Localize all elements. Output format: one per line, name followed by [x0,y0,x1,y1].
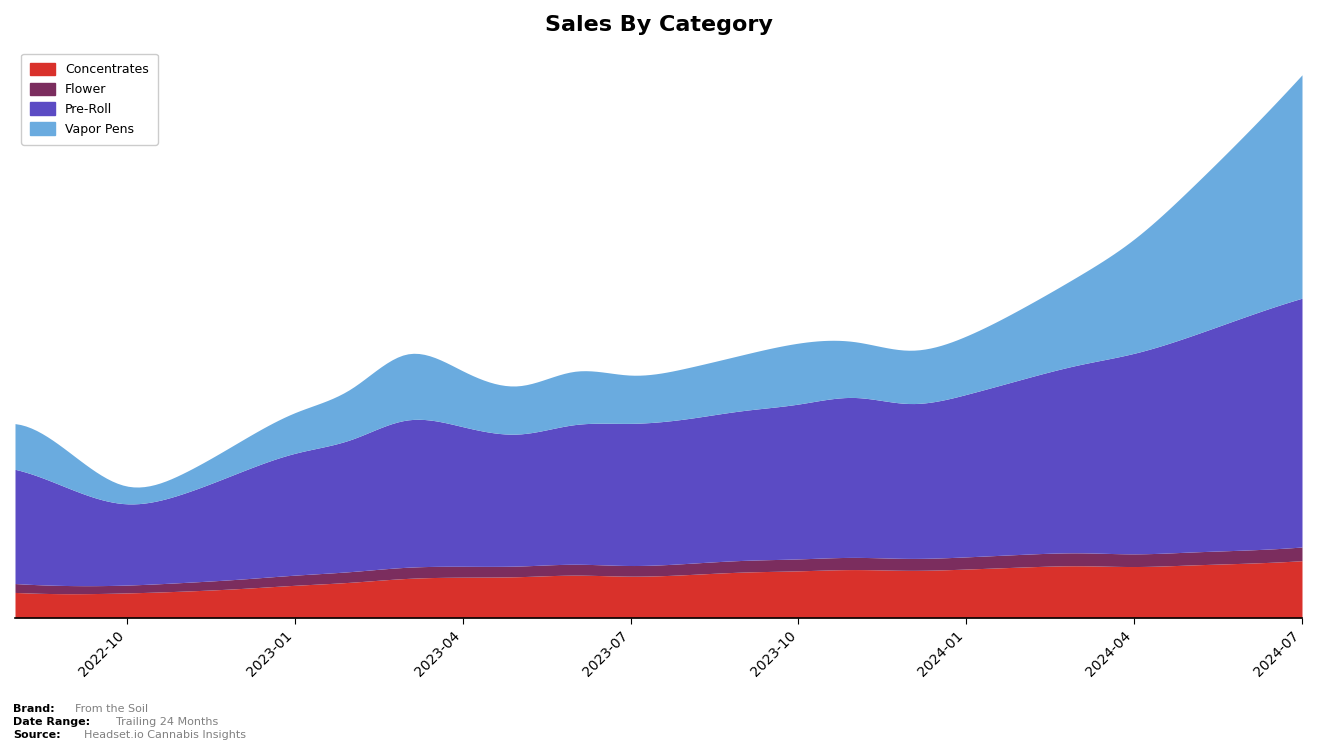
Text: Source:: Source: [13,730,61,740]
Text: Date Range:: Date Range: [13,717,91,727]
Text: From the Soil: From the Soil [75,704,149,715]
Legend: Concentrates, Flower, Pre-Roll, Vapor Pens: Concentrates, Flower, Pre-Roll, Vapor Pe… [21,54,158,145]
Text: Headset.io Cannabis Insights: Headset.io Cannabis Insights [84,730,246,740]
Title: Sales By Category: Sales By Category [544,15,773,35]
Text: Trailing 24 Months: Trailing 24 Months [116,717,219,727]
Text: Brand:: Brand: [13,704,55,715]
